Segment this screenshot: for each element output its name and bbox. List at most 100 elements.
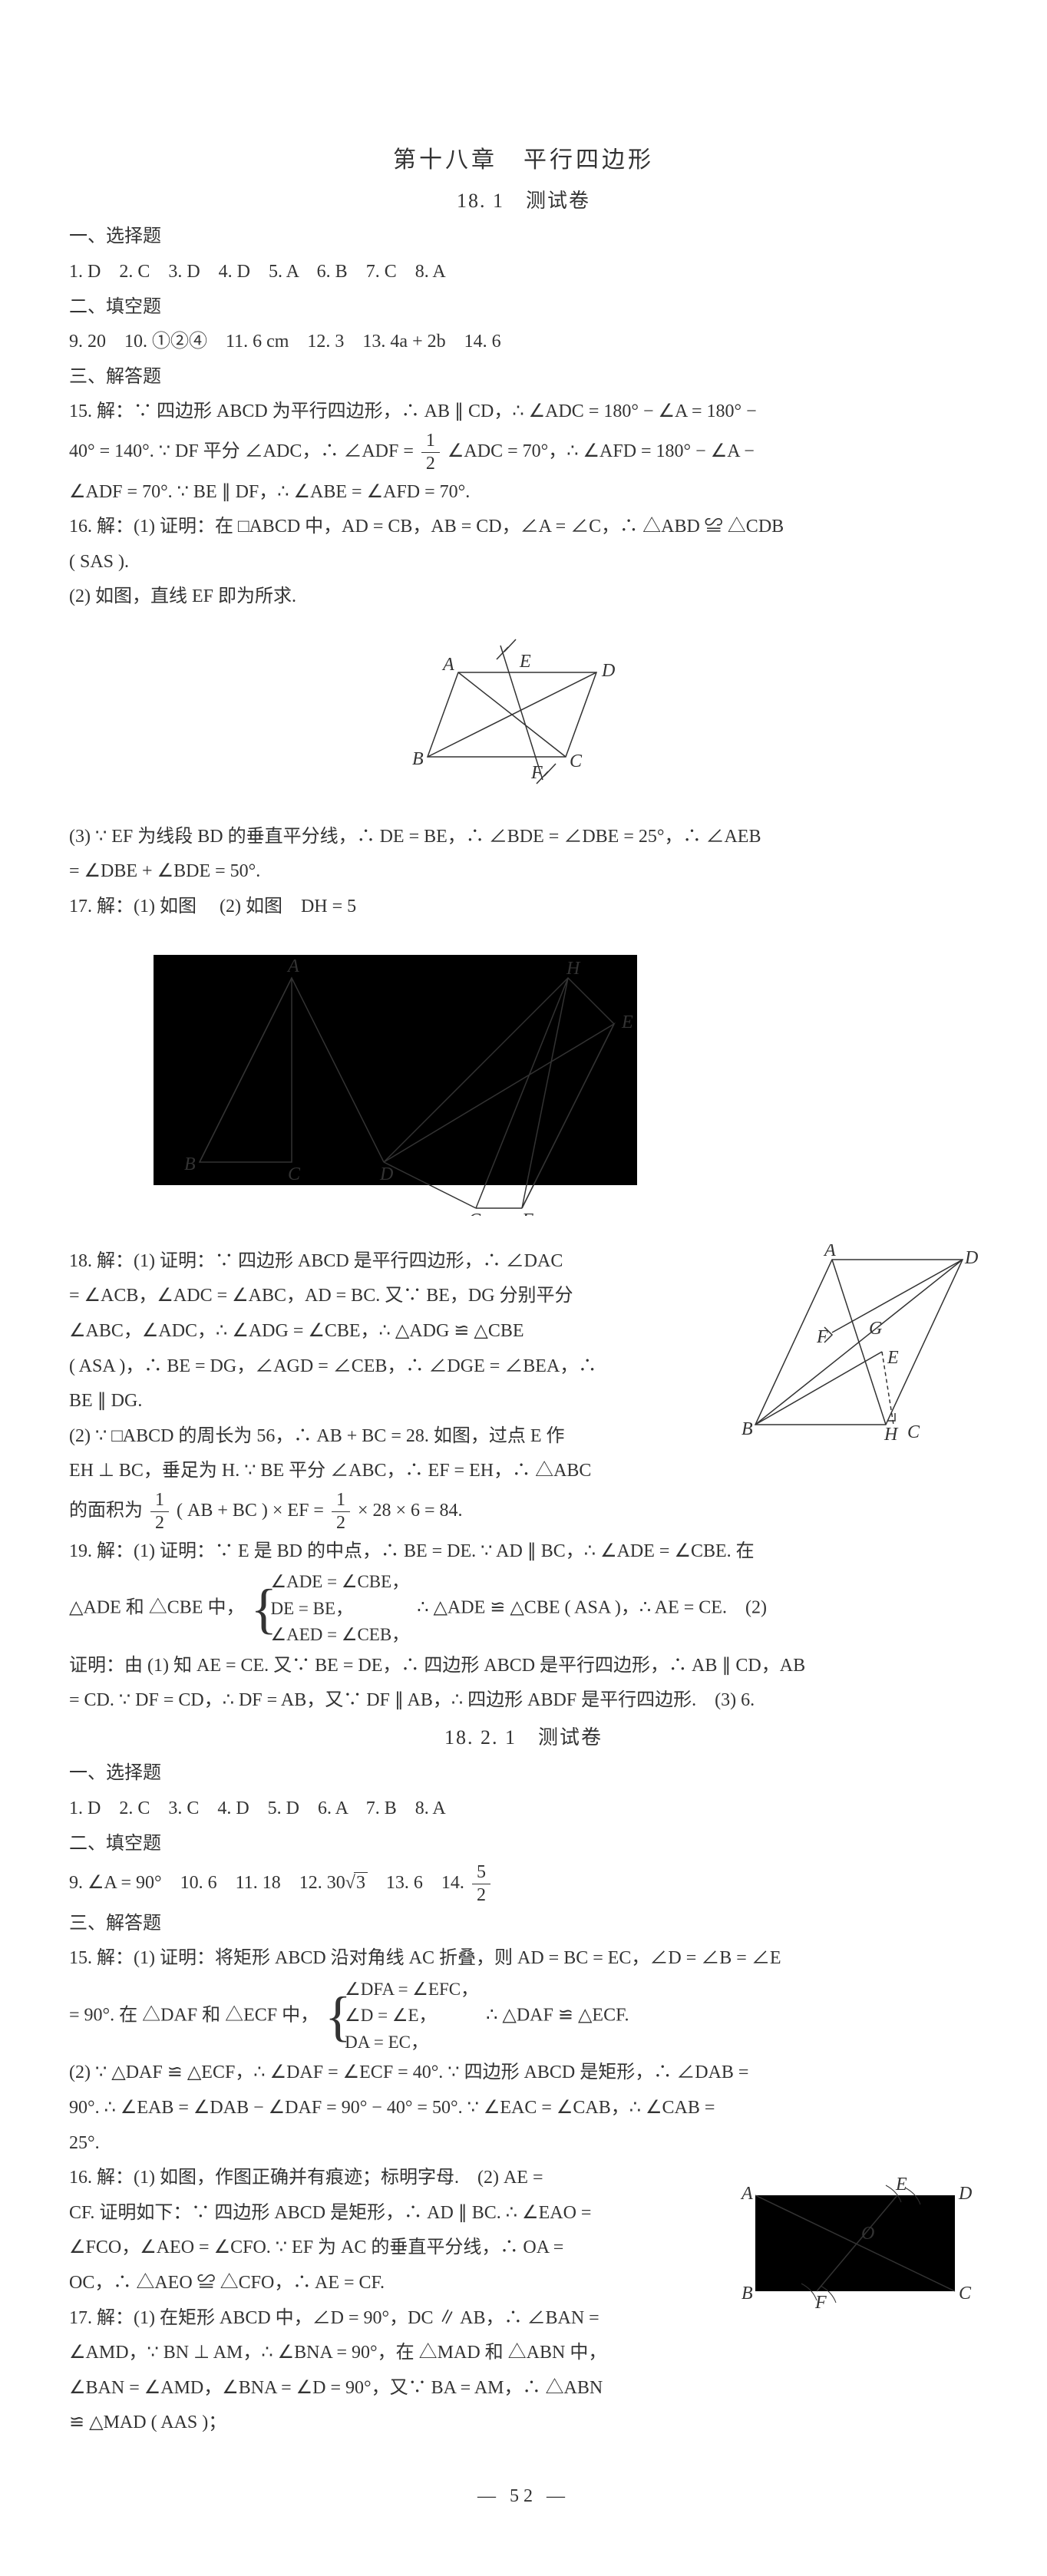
br1b: ∠DFA = ∠EFC， — [345, 1977, 478, 2003]
q18-l8: 的面积为 12 ( AB + BC ) × EF = 12 × 28 × 6 =… — [69, 1489, 978, 1534]
lbl-F: F — [530, 763, 543, 783]
lblR-F: F — [814, 2293, 827, 2313]
lbl17-G: G — [468, 1210, 481, 1216]
blank-181-b: 11. 6 cm 12. 3 13. 4a + 2b 14. 6 — [207, 332, 501, 352]
section-blank-head: 二、填空题 — [69, 290, 978, 325]
q18-l8-a: 的面积为 — [69, 1501, 147, 1521]
q19-l3: 证明：由 (1) 知 AE = CE. 又∵ BE = DE，∴ 四边形 ABC… — [69, 1649, 978, 1684]
test-subtitle-1821: 18. 2. 1 测试卷 — [69, 1719, 978, 1756]
test-subtitle-181: 18. 1 测试卷 — [69, 182, 978, 220]
sqrt-rad: 3 — [354, 1872, 368, 1893]
lbl17-H: H — [566, 959, 581, 979]
q17-182-l3: ∠BAN = ∠AMD，∠BNA = ∠D = 90°，又∵ BA = AM，∴… — [69, 2371, 978, 2406]
q19-l2-b: ∴ △ADE ≌ △CBE ( ASA )，∴ AE = CE. (2) — [417, 1598, 767, 1618]
lblR-E: E — [895, 2175, 907, 2195]
blank-181-a: 9. 20 10. — [69, 332, 152, 352]
q17-182-l4: ≌ △MAD ( AAS )； — [69, 2406, 978, 2441]
blank-182-b: 13. 6 14. — [368, 1873, 469, 1893]
q15-182-l2: = 90°. 在 △DAF 和 △ECF 中， ∠DFA = ∠EFC， ∠D … — [69, 1977, 978, 2056]
lblR-O: O — [861, 2224, 874, 2244]
brace-q15-182: ∠DFA = ∠EFC， ∠D = ∠E， DA = EC， — [326, 1977, 478, 2056]
frac-1: 12 — [150, 1489, 169, 1534]
lbl-E: E — [519, 652, 531, 672]
q19-l4: = CD. ∵ DF = CD，∴ DF = AB，又∵ DF ∥ AB，∴ 四… — [69, 1683, 978, 1719]
q15-l1: 15. 解：∵ 四边形 ABCD 为平行四边形，∴ AB ∥ CD，∴ ∠ADC… — [69, 395, 978, 430]
lbl17-D: D — [379, 1164, 393, 1184]
fn: 1 — [150, 1489, 169, 1512]
q15-l2-a: 40° = 140°. ∵ DF 平分 ∠ADC，∴ ∠ADF = — [69, 441, 418, 461]
q15-182-l2a: = 90°. 在 △DAF 和 △ECF 中， — [69, 2005, 319, 2025]
lbl-A: A — [441, 655, 454, 675]
frac-half: 12 — [421, 430, 440, 475]
frac-den: 2 — [421, 453, 440, 475]
br2b: ∠D = ∠E， — [345, 2003, 478, 2029]
lbl17-B: B — [184, 1154, 196, 1174]
figure-q18: A D B C F E G H — [732, 1244, 978, 1457]
lbl-D: D — [601, 661, 615, 681]
q19-l1: 19. 解：(1) 证明：∵ E 是 BD 的中点，∴ BE = DE. ∵ A… — [69, 1534, 978, 1570]
q15-182-l2b: ∴ △DAF ≌ △ECF. — [486, 2005, 629, 2025]
lbl17-C: C — [288, 1164, 301, 1184]
q18-l7: EH ⊥ BC，垂足为 H. ∵ BE 平分 ∠ABC，∴ EF = EH，∴ … — [69, 1454, 978, 1489]
q1617-182-block: A D B C E F O 16. 解：(1) 如图，作图正确并有痕迹；标明字母… — [69, 2161, 978, 2441]
lbl17-E: E — [621, 1012, 633, 1032]
choice-answers-181: 1. D 2. C 3. D 4. D 5. A 6. B 7. C 8. A — [69, 255, 978, 290]
q16-l4: = ∠DBE + ∠BDE = 50°. — [69, 854, 978, 890]
br3: ∠AED = ∠CEB， — [270, 1622, 409, 1649]
sqrt-3: √3 — [345, 1866, 368, 1901]
lbl18-B: B — [741, 1419, 753, 1439]
lbl-B: B — [412, 749, 424, 769]
page-number: — 52 — — [69, 2479, 978, 2515]
q15-182-l1: 15. 解：(1) 证明：将矩形 ABCD 沿对角线 AC 折叠，则 AD = … — [69, 1941, 978, 1977]
lbl18-F: F — [816, 1327, 828, 1347]
section-solve-head: 三、解答题 — [69, 360, 978, 395]
q16-l2: (2) 如图，直线 EF 即为所求. — [69, 580, 978, 615]
figure-q16-182: A D B C E F O — [732, 2161, 978, 2327]
br1: ∠ADE = ∠CBE， — [270, 1569, 409, 1596]
frac-52: 52 — [472, 1861, 490, 1907]
fd2: 2 — [332, 1512, 350, 1534]
fn2: 1 — [332, 1489, 350, 1512]
fd: 2 — [150, 1512, 169, 1534]
lblR-C: C — [959, 2284, 972, 2304]
fn52: 5 — [472, 1861, 490, 1884]
lblR-D: D — [958, 2184, 972, 2204]
q15-l3: ∠ADF = 70°. ∵ BE ∥ DF，∴ ∠ABE = ∠AFD = 70… — [69, 475, 978, 510]
figure-q16: A D B C E F — [69, 630, 978, 804]
lblR-B: B — [741, 2284, 753, 2304]
br3b: DA = EC， — [345, 2029, 478, 2056]
q17-182-l2: ∠AMD，∵ BN ⊥ AM，∴ ∠BNA = 90°，在 △MAD 和 △AB… — [69, 2336, 978, 2371]
lbl18-D: D — [964, 1248, 978, 1268]
lbl17-F: F — [521, 1210, 533, 1216]
q18-l8-c: × 28 × 6 = 84. — [353, 1501, 463, 1521]
lbl18-G: G — [869, 1319, 882, 1339]
q18-block: A D B C F E G H 18. 解：(1) 证明：∵ 四边形 ABCD … — [69, 1244, 978, 1534]
lbl18-C: C — [907, 1422, 920, 1442]
lbl18-E: E — [887, 1348, 899, 1368]
q15-182-l4: 90°. ∴ ∠EAB = ∠DAB − ∠DAF = 90° − 40° = … — [69, 2091, 978, 2126]
choice-answers-182: 1. D 2. C 3. C 4. D 5. D 6. A 7. B 8. A — [69, 1792, 978, 1827]
br2: DE = BE， — [270, 1596, 409, 1623]
q15-182-l5: 25°. — [69, 2126, 978, 2162]
q19-l2: △ADE 和 △CBE 中， ∠ADE = ∠CBE， DE = BE， ∠AE… — [69, 1569, 978, 1649]
lbl17-A: A — [286, 956, 299, 976]
section-blank-head-2: 二、填空题 — [69, 1827, 978, 1862]
blank-182-a: 9. ∠A = 90° 10. 6 11. 18 12. 30 — [69, 1873, 345, 1893]
brace-q19: ∠ADE = ∠CBE， DE = BE， ∠AED = ∠CEB， — [252, 1569, 409, 1649]
circ-2: ② — [170, 332, 189, 352]
q16-l1b: ( SAS ). — [69, 545, 978, 580]
blank-answers-181: 9. 20 10. ①②④ 11. 6 cm 12. 3 13. 4a + 2b… — [69, 325, 978, 360]
chapter-title: 第十八章 平行四边形 — [69, 138, 978, 182]
circ-1: ① — [152, 332, 170, 352]
q15-l2-b: ∠ADC = 70°，∴ ∠AFD = 180° − ∠A − — [443, 441, 755, 461]
lbl18-A: A — [823, 1244, 836, 1260]
lbl-C: C — [570, 751, 583, 771]
frac-2: 12 — [332, 1489, 350, 1534]
fd52: 2 — [472, 1884, 490, 1907]
q19-l2-a: △ADE 和 △CBE 中， — [69, 1598, 244, 1618]
figure-q17: A B C D E F G H — [69, 940, 978, 1229]
lbl18-H: H — [884, 1425, 899, 1444]
blank-answers-182: 9. ∠A = 90° 10. 6 11. 18 12. 30√3 13. 6 … — [69, 1861, 978, 1907]
q16-l3: (3) ∵ EF 为线段 BD 的垂直平分线，∴ DE = BE，∴ ∠BDE … — [69, 820, 978, 855]
q16-l1: 16. 解：(1) 证明：在 □ABCD 中，AD = CB，AB = CD，∠… — [69, 510, 978, 545]
